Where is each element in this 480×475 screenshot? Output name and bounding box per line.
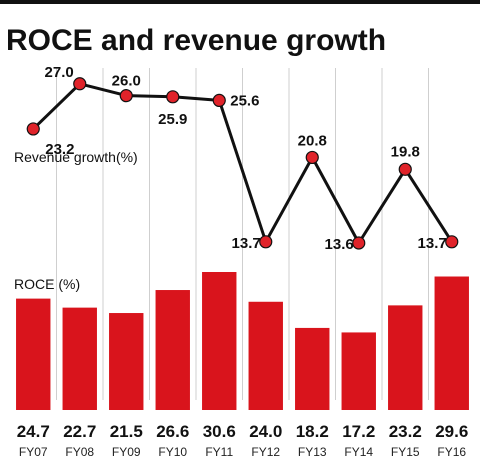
revenue-growth-value-label: 26.0 [112, 73, 141, 90]
revenue-growth-value-label: 25.9 [158, 111, 187, 128]
chart-title: ROCE and revenue growth [6, 24, 386, 57]
x-tick-label: FY13 [298, 445, 327, 459]
roce-value-label: 17.2 [342, 422, 375, 441]
revenue-growth-point [305, 150, 319, 165]
roce-bars [16, 272, 469, 410]
roce-bar [295, 327, 330, 410]
roce-value-label: 23.2 [389, 422, 422, 441]
x-tick-label: FY09 [112, 445, 141, 459]
roce-bar [202, 272, 237, 410]
revenue-growth-point [445, 235, 459, 249]
roce-bar [341, 332, 376, 410]
roce-bar [248, 301, 283, 410]
revenue-growth-point [26, 122, 40, 136]
revenue-growth-value-label: 23.2 [45, 141, 74, 158]
revenue-growth-line [26, 77, 459, 250]
revenue-growth-value-label: 13.7 [418, 235, 447, 252]
roce-value-label: 29.6 [435, 422, 468, 441]
roce-value-label: 30.6 [203, 422, 236, 441]
revenue-growth-point [352, 236, 366, 250]
roce-bar [388, 305, 423, 410]
revenue-growth-value-label: 13.7 [232, 235, 261, 252]
x-tick-label: FY08 [65, 445, 94, 459]
revenue-growth-point [212, 93, 226, 108]
revenue-growth-value-label: 27.0 [45, 64, 74, 81]
revenue-growth-value-label: 25.6 [230, 92, 259, 109]
value-labels: 24.7 FY07 22.7 FY08 21.5 FY09 26.6 FY10 30.6 FY11… [17, 64, 469, 459]
roce-value-label: 22.7 [63, 422, 96, 441]
x-tick-label: FY11 [205, 445, 233, 459]
roce-bar [16, 298, 51, 410]
revenue-growth-point [398, 162, 412, 176]
roce-value-label: 24.7 [17, 422, 50, 441]
roce-value-label: 21.5 [110, 422, 143, 441]
roce-value-label: 26.6 [156, 422, 189, 441]
x-tick-label: FY10 [158, 445, 187, 459]
x-tick-label: FY16 [437, 445, 466, 459]
revenue-growth-path [32, 82, 454, 245]
roce-bar [62, 307, 97, 410]
roce-value-label: 18.2 [296, 422, 329, 441]
revenue-growth-value-label: 13.6 [325, 236, 354, 253]
gridlines [56, 68, 429, 400]
revenue-growth-point [119, 89, 133, 103]
top-rule [0, 0, 480, 4]
x-tick-label: FY15 [391, 445, 420, 459]
x-tick-label: FY12 [251, 445, 280, 459]
x-tick-label: FY14 [344, 445, 373, 459]
revenue-growth-point [166, 90, 180, 104]
revenue-growth-point [73, 77, 87, 91]
bar-series-label: ROCE (%) [14, 276, 80, 292]
roce-bar [109, 313, 144, 410]
x-tick-label: FY07 [19, 445, 48, 459]
revenue-growth-value-label: 20.8 [298, 132, 327, 149]
roce-bar [155, 290, 190, 410]
roce-bar [434, 276, 469, 410]
revenue-growth-point [259, 235, 273, 249]
roce-value-label: 24.0 [249, 422, 282, 441]
revenue-growth-value-label: 19.8 [391, 143, 420, 160]
line-series-label: Revenue growth(%) [14, 149, 138, 165]
